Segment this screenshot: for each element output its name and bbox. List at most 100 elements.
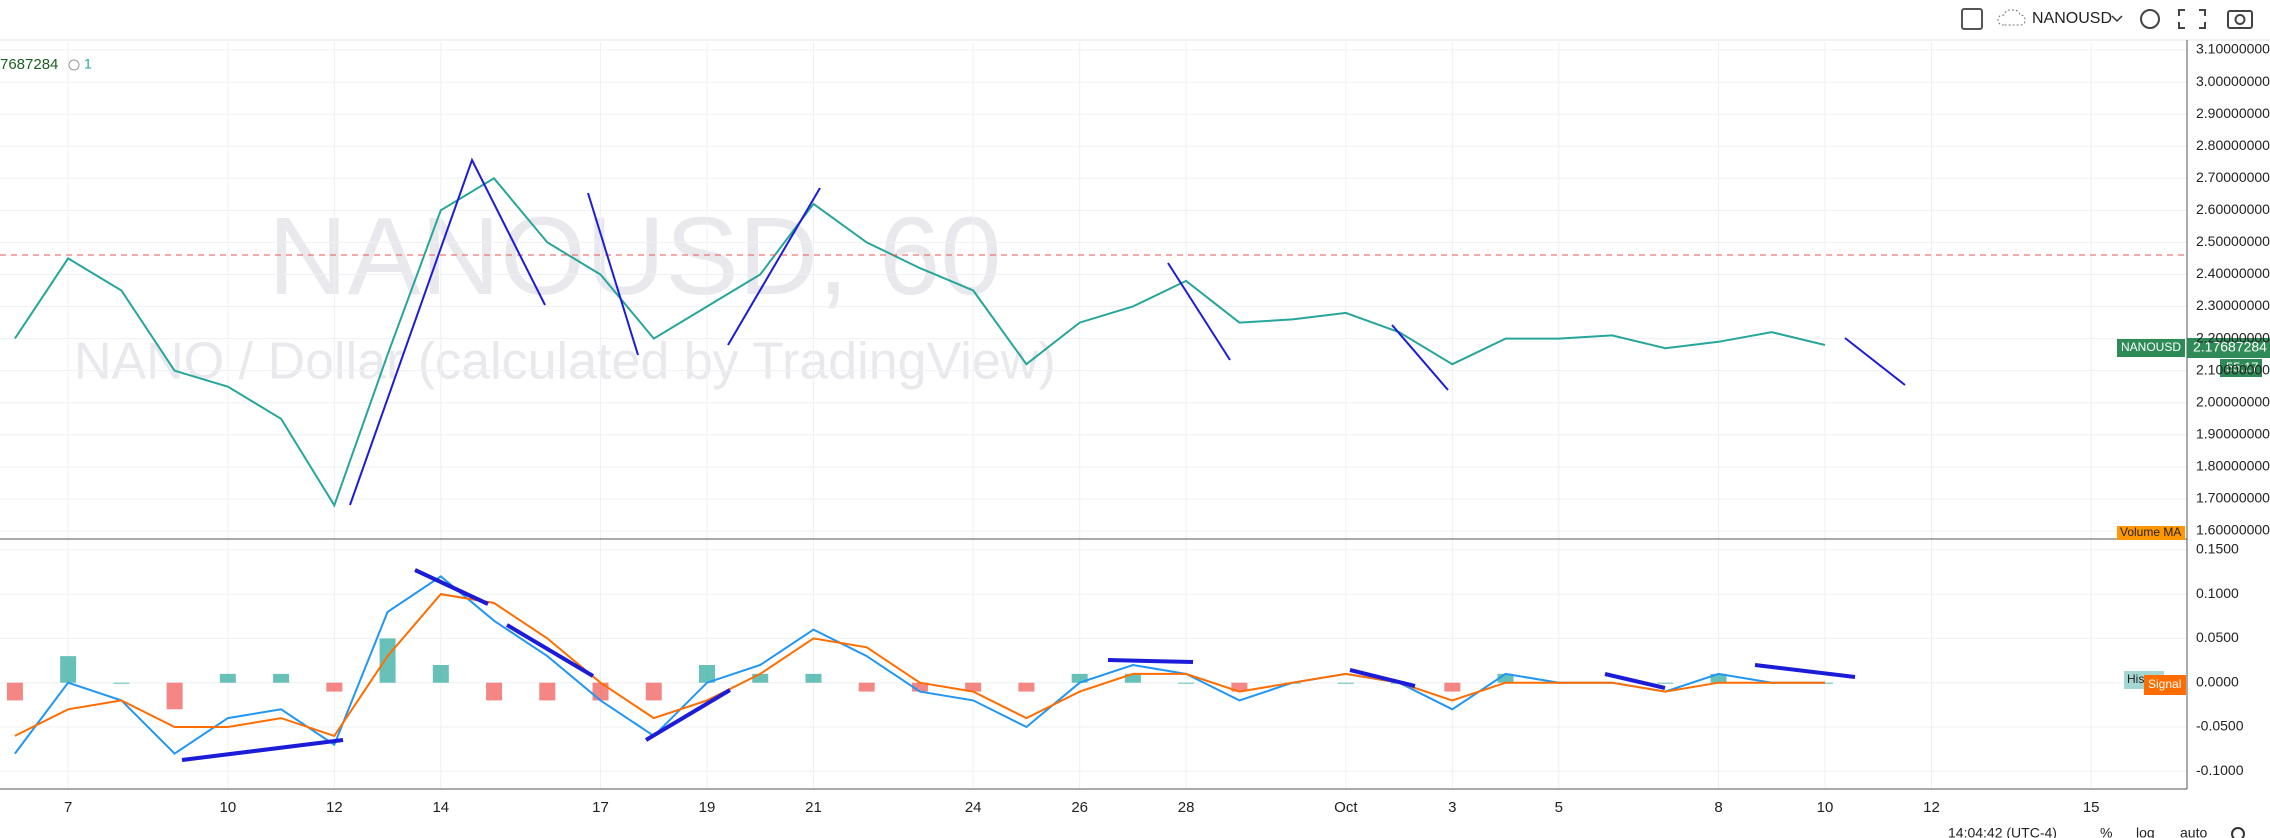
trend-line xyxy=(644,688,732,742)
macd-line xyxy=(14,575,1825,755)
snapshot-lens xyxy=(2234,14,2246,25)
layout-button[interactable] xyxy=(1961,8,1983,30)
x-tick-label: 3 xyxy=(1448,799,1456,816)
legend-value: 7687284 xyxy=(0,56,58,73)
x-tick-label: 28 xyxy=(1178,799,1195,816)
price-line xyxy=(14,177,1826,508)
axis-settings[interactable] xyxy=(2231,827,2245,838)
y-tick-label: 1.70000000 xyxy=(2196,490,2270,506)
watermark-title: NANOUSD, 60 xyxy=(268,195,1002,318)
alert-count: 1 xyxy=(84,56,92,72)
drawings xyxy=(349,157,1906,506)
x-tick-label: 10 xyxy=(1817,799,1834,816)
trend-line xyxy=(587,192,639,356)
plot-area: NANOUSD, 60 NANO / Dollar (calculated by… xyxy=(0,42,2187,789)
histogram-bar xyxy=(858,682,875,692)
price-tag-bg xyxy=(2187,338,2270,358)
symbol-button[interactable]: NANOUSD xyxy=(1997,9,2123,27)
signal-tag: Signal xyxy=(2148,677,2181,691)
y-tick-label: 2.00000000 xyxy=(2196,393,2270,409)
histogram-bar xyxy=(273,673,290,683)
x-tick-label: 7 xyxy=(64,799,72,816)
signal-tag-bg xyxy=(2144,675,2186,695)
histogram-bar xyxy=(752,673,769,683)
histogram-bar xyxy=(379,638,396,683)
trend-line xyxy=(1107,658,1194,664)
trend-line xyxy=(1349,668,1416,688)
x-tick-label: 21 xyxy=(805,799,822,816)
macd-drawings xyxy=(181,568,1856,762)
histogram-bar xyxy=(219,673,236,683)
x-tick-label: 5 xyxy=(1555,799,1563,816)
x-tick-label: 24 xyxy=(965,799,982,816)
trend-line xyxy=(349,157,546,506)
watermark-subtitle: NANO / Dollar (calculated by TradingView… xyxy=(74,333,1056,391)
y-tick-label: 2.40000000 xyxy=(2196,265,2270,281)
histogram-bar xyxy=(539,682,556,701)
x-tick-label: 8 xyxy=(1714,799,1722,816)
histogram-bar xyxy=(645,682,662,701)
histogram-bar xyxy=(1178,682,1195,684)
histogram-bar xyxy=(1124,673,1141,683)
x-tick-label: 17 xyxy=(592,799,609,816)
toolbar xyxy=(0,0,2270,40)
snapshot-button[interactable] xyxy=(2227,10,2253,29)
price-tag-name: NANOUSD xyxy=(2121,340,2181,354)
countdown: 55:17 xyxy=(2226,359,2259,374)
y-tick-label: 2.60000000 xyxy=(2196,201,2270,217)
histogram-bar xyxy=(965,682,982,692)
countdown-bg xyxy=(2220,359,2262,377)
histogram-bar xyxy=(1231,682,1248,692)
histogram-bar xyxy=(911,682,928,692)
fullscreen-button[interactable] xyxy=(2178,9,2206,29)
alert-icon xyxy=(68,59,80,71)
y2-tick-label: -0.0500 xyxy=(2196,718,2244,734)
clock: 14:04:42 (UTC-4) xyxy=(1948,825,2057,838)
volume-tag-bg xyxy=(2117,526,2185,540)
y2-tick-label: 0.1500 xyxy=(2196,541,2239,557)
histogram-bar xyxy=(60,656,77,683)
hist-tag: Hist xyxy=(2127,672,2148,686)
trend-line xyxy=(727,187,821,346)
histogram-bar xyxy=(1497,673,1514,683)
y-tick-label: 1.90000000 xyxy=(2196,425,2270,441)
dropdown-icon xyxy=(2111,15,2123,23)
symbol-name: NANOUSD xyxy=(2032,10,2112,27)
x-tick-label: 14 xyxy=(432,799,449,816)
y-tick-label: 1.60000000 xyxy=(2196,522,2270,538)
cloud-icon xyxy=(1997,9,2026,26)
price-tag-name-bg xyxy=(2117,339,2185,357)
trend-line xyxy=(1167,262,1231,361)
histogram-bar xyxy=(166,682,183,710)
status-bar xyxy=(0,825,2270,838)
y2-tick-label: 0.1000 xyxy=(2196,585,2239,601)
x-tick-label: 12 xyxy=(326,799,343,816)
auto-button[interactable]: auto xyxy=(2180,825,2207,838)
price-tag-value: 2.17687284 xyxy=(2193,339,2267,355)
y-tick-label: 3.10000000 xyxy=(2196,41,2270,57)
settings-button[interactable] xyxy=(2140,9,2160,29)
x-tick-label: 26 xyxy=(1071,799,1088,816)
x-tick-label: 15 xyxy=(2083,799,2100,816)
x-tick-label: Oct xyxy=(1334,799,1358,816)
y-tick-label: 2.30000000 xyxy=(2196,297,2270,313)
histogram-bar xyxy=(1018,682,1035,692)
trend-line xyxy=(414,568,489,606)
histogram-bar xyxy=(1710,673,1727,683)
histogram-bar xyxy=(1071,673,1088,683)
x-tick-label: 12 xyxy=(1923,799,1940,816)
y-tick-label: 2.90000000 xyxy=(2196,105,2270,121)
histogram-bar xyxy=(1337,682,1354,684)
y-tick-label: 2.20000000 xyxy=(2196,329,2270,345)
y-tick-label: 1.80000000 xyxy=(2196,458,2270,474)
trend-line xyxy=(1391,324,1449,391)
signal-line xyxy=(14,593,1825,738)
log-button[interactable]: log xyxy=(2136,825,2155,838)
trend-line xyxy=(505,623,595,678)
histogram-bar xyxy=(805,673,822,683)
y-tick-label: 3.00000000 xyxy=(2196,73,2270,89)
trend-line xyxy=(181,738,344,762)
x-tick-label: 10 xyxy=(220,799,237,816)
histogram-bar xyxy=(1657,682,1674,684)
percent-button[interactable]: % xyxy=(2100,825,2112,838)
